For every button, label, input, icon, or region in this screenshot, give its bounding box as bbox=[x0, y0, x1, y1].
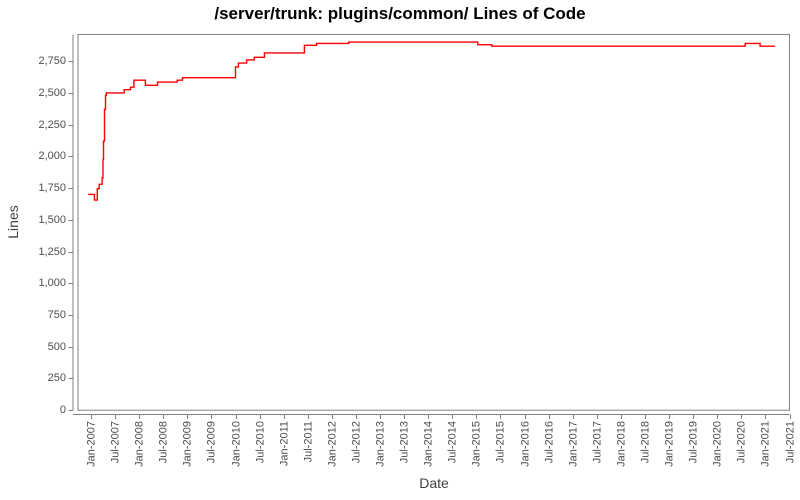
y-tick-label: 1,750 bbox=[38, 181, 66, 194]
y-tick-label: 1,500 bbox=[38, 213, 66, 226]
y-tick-label: 2,250 bbox=[38, 118, 66, 131]
y-tick-label: 1,250 bbox=[38, 245, 66, 258]
plot-border bbox=[77, 34, 790, 411]
x-tick-label: Jul-2017 bbox=[591, 421, 603, 464]
x-tick-label: Jul-2013 bbox=[398, 421, 410, 464]
x-tick-label: Jul-2016 bbox=[543, 421, 555, 464]
x-tick-label: Jan-2020 bbox=[711, 421, 723, 467]
x-tick-label: Jul-2009 bbox=[205, 421, 217, 464]
x-tick-label: Jul-2010 bbox=[254, 421, 266, 464]
x-tick-label: Jul-2012 bbox=[350, 421, 362, 464]
x-tick-label: Jul-2018 bbox=[639, 421, 651, 464]
x-tick-label: Jul-2014 bbox=[446, 421, 458, 464]
x-tick-label: Jan-2012 bbox=[326, 421, 338, 467]
y-tick-label: 750 bbox=[47, 308, 66, 321]
y-tick-label: 2,750 bbox=[38, 54, 66, 67]
x-tick-label: Jan-2017 bbox=[567, 421, 579, 467]
x-tick-label: Jan-2010 bbox=[230, 421, 242, 467]
x-tick-label: Jan-2018 bbox=[615, 421, 627, 467]
chart-title: /server/trunk: plugins/common/ Lines of … bbox=[214, 4, 586, 23]
x-tick-label: Jan-2014 bbox=[422, 421, 434, 467]
x-tick-label: Jan-2007 bbox=[85, 421, 97, 467]
x-tick-label: Jul-2015 bbox=[494, 421, 506, 464]
x-tick-label: Jul-2007 bbox=[109, 421, 121, 464]
x-tick-label: Jan-2021 bbox=[759, 421, 771, 467]
x-tick-label: Jan-2016 bbox=[519, 421, 531, 467]
loc-series-line bbox=[88, 41, 775, 201]
y-tick-label: 1,000 bbox=[38, 276, 66, 289]
x-tick-label: Jan-2019 bbox=[663, 421, 675, 467]
axis-lines bbox=[72, 34, 790, 415]
x-tick-label: Jul-2021 bbox=[784, 421, 796, 464]
y-tick-label: 2,000 bbox=[38, 149, 66, 162]
y-tick-label: 0 bbox=[59, 403, 66, 416]
x-tick-label: Jul-2011 bbox=[302, 421, 314, 463]
y-tick-label: 2,500 bbox=[38, 86, 66, 99]
x-tick-label: Jan-2008 bbox=[133, 421, 145, 467]
x-tick-label: Jul-2019 bbox=[687, 421, 699, 464]
x-tick-label: Jan-2013 bbox=[374, 421, 386, 467]
x-tick-label: Jan-2015 bbox=[470, 421, 482, 467]
x-tick-label: Jul-2008 bbox=[157, 421, 169, 464]
x-tick-label: Jul-2020 bbox=[735, 421, 747, 464]
y-tick-label: 500 bbox=[47, 340, 66, 353]
x-axis-title: Date bbox=[419, 475, 449, 491]
x-tick-label: Jan-2011 bbox=[278, 421, 290, 467]
y-tick-label: 250 bbox=[47, 371, 66, 384]
x-tick-label: Jan-2009 bbox=[181, 421, 193, 467]
